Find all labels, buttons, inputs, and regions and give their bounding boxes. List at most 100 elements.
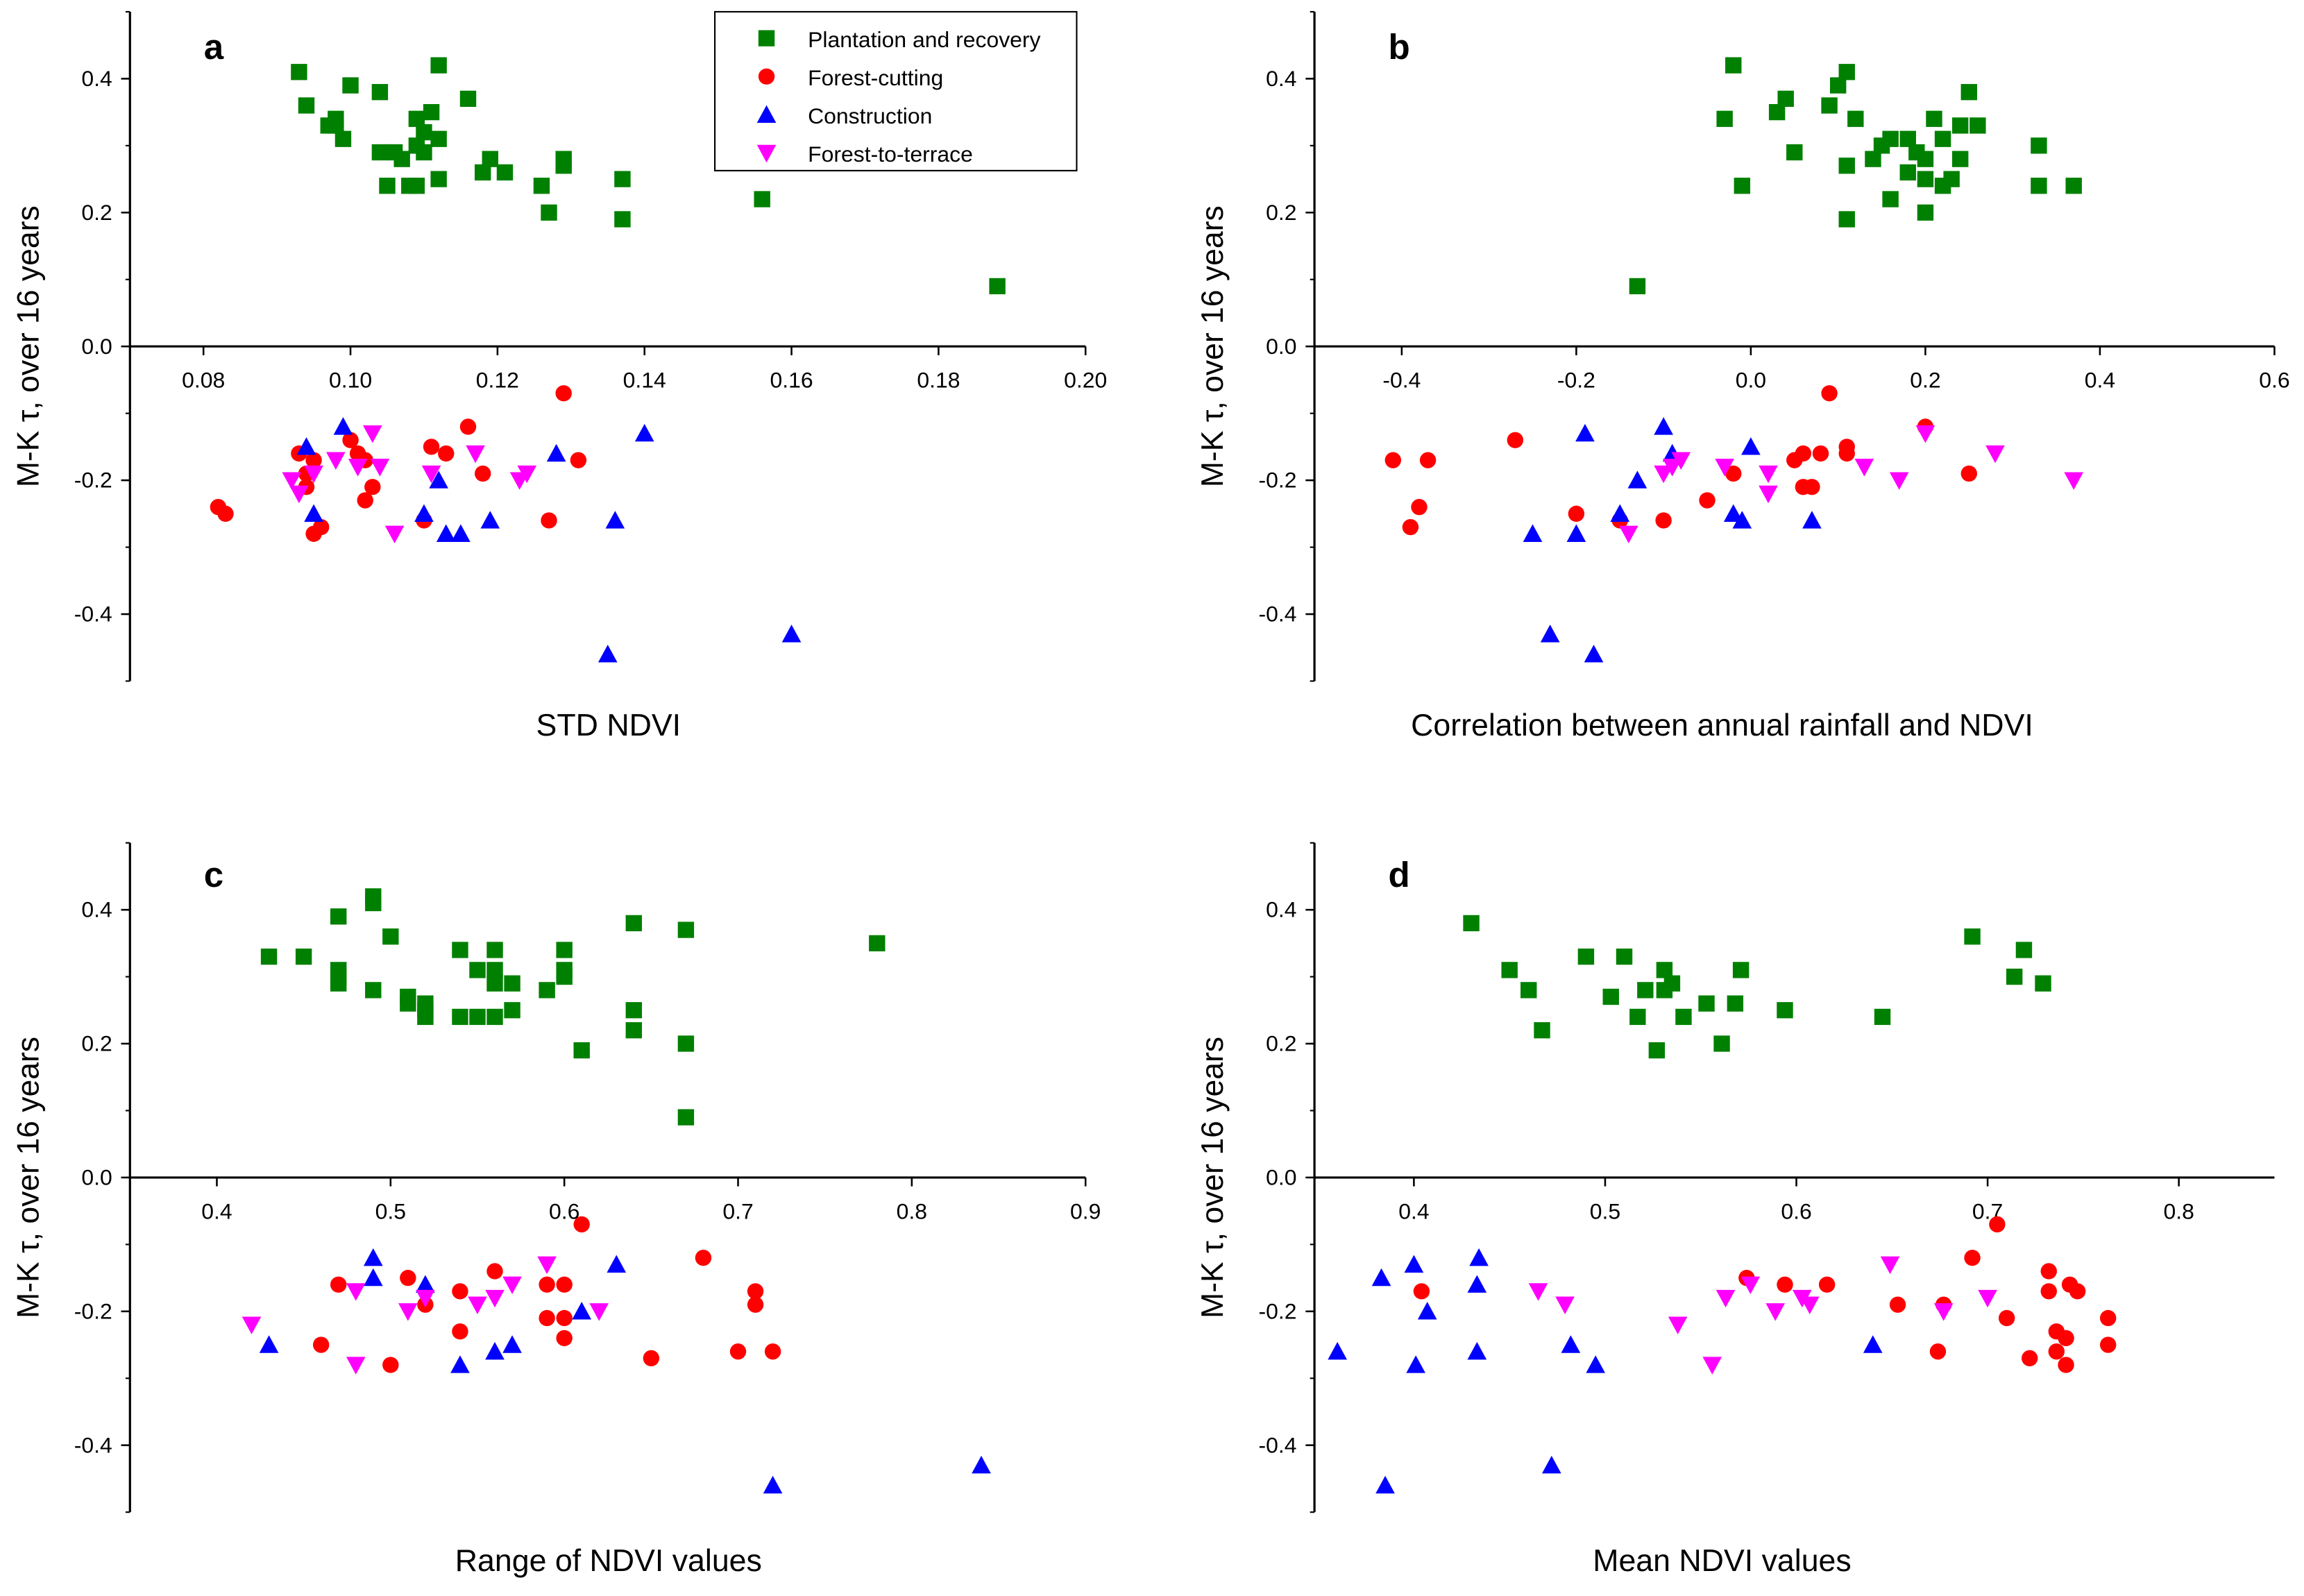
data-point: [326, 452, 346, 470]
data-point: [259, 1335, 279, 1353]
data-point: [364, 479, 381, 495]
panel-c: 0.4 0.2 0.0 -0.2 -0.4 0.4 0.5 0.6 0.7 0.8 0.9 c Rang…: [11, 842, 1101, 1578]
data-point: [2040, 1283, 2057, 1300]
data-point: [371, 144, 389, 161]
series-forest-cutting: [312, 1216, 781, 1373]
data-point: [1577, 948, 1595, 965]
data-point: [556, 1276, 573, 1293]
data-point: [1467, 1341, 1487, 1360]
data-point: [423, 103, 440, 121]
x-tick-label: 0.8: [2163, 1198, 2194, 1223]
data-point: [1586, 1355, 1606, 1373]
data-point: [556, 942, 573, 958]
x-tick-label: 0.4: [201, 1198, 232, 1223]
y-tick-label: 0.0: [81, 1165, 112, 1190]
data-point: [1985, 445, 2005, 464]
data-point: [474, 164, 491, 181]
data-point: [1675, 1008, 1692, 1026]
data-point: [989, 278, 1006, 295]
legend-marker-4: [756, 144, 777, 163]
data-point: [1715, 459, 1734, 477]
data-point: [1725, 465, 1742, 482]
data-point: [298, 97, 315, 114]
data-point: [334, 130, 352, 147]
data-point: [1998, 1309, 2015, 1327]
data-point: [1821, 97, 1838, 114]
data-point: [695, 1249, 712, 1266]
x-tick-label: 0.12: [476, 368, 519, 393]
data-point: [1406, 1355, 1425, 1373]
data-point: [1727, 995, 1744, 1012]
data-point: [2015, 942, 2033, 958]
x-tick-label: -0.4: [1382, 368, 1421, 393]
legend: Plantation and recovery Forest-cutting C…: [713, 10, 1078, 171]
data-point: [393, 151, 410, 167]
data-point: [677, 1109, 695, 1126]
y-tick-label: -0.4: [1259, 1432, 1297, 1457]
data-point: [1926, 110, 1942, 127]
data-point: [869, 935, 886, 951]
data-point: [382, 1357, 399, 1373]
data-point: [625, 915, 643, 932]
data-point: [459, 418, 477, 435]
series-forest-to-terrace: [1618, 425, 2084, 544]
data-point: [763, 1475, 783, 1494]
data-point: [1627, 470, 1647, 489]
x-axis-title: Mean NDVI values: [1593, 1544, 1852, 1578]
x-tick-label: 0.6: [2259, 368, 2289, 393]
data-point: [1328, 1341, 1348, 1360]
x-tick-label: 0.7: [722, 1198, 753, 1223]
data-point: [1375, 1475, 1395, 1494]
data-point: [474, 465, 491, 482]
legend-label-forest-cutting: Forest-cutting: [808, 65, 943, 90]
data-point: [452, 1323, 468, 1340]
data-point: [1759, 465, 1778, 484]
data-point: [572, 1302, 592, 1320]
data-point: [414, 504, 434, 523]
panel-letter: d: [1389, 855, 1410, 894]
series-forest-cutting: [1413, 1216, 2117, 1373]
data-point: [365, 982, 382, 999]
data-point: [1970, 117, 1986, 134]
data-point: [469, 962, 486, 978]
data-point: [1663, 975, 1681, 992]
data-point: [452, 1283, 468, 1300]
x-tick-label: 0.5: [375, 1198, 406, 1223]
data-point: [1838, 445, 1855, 462]
data-point: [2099, 1309, 2117, 1327]
data-point: [333, 417, 353, 435]
legend-label-plantation: Plantation and recovery: [808, 27, 1040, 52]
x-tick-label: 0.8: [897, 1198, 927, 1223]
data-point: [486, 942, 503, 958]
data-point: [598, 645, 618, 663]
data-point: [1469, 1248, 1489, 1266]
data-point: [2040, 1263, 2057, 1280]
legend-label-construction: Construction: [808, 103, 932, 128]
data-point: [346, 1357, 366, 1375]
data-point: [1777, 90, 1794, 108]
data-point: [2048, 1343, 2065, 1360]
data-point: [764, 1343, 781, 1360]
y-tick-label: 0.4: [81, 66, 112, 91]
data-point: [416, 1289, 435, 1308]
data-point: [1702, 1357, 1722, 1375]
data-point: [605, 511, 625, 529]
data-point: [1404, 1255, 1424, 1273]
data-point: [1371, 1268, 1391, 1287]
y-axis-title: M-K τ, over 16 years: [1196, 1037, 1230, 1318]
data-point: [217, 505, 234, 523]
data-point: [330, 1276, 347, 1293]
series-forest-to-terrace: [242, 1256, 609, 1375]
x-tick-label: 0.18: [917, 368, 960, 393]
panel-b: 0.4 0.2 0.0 -0.2 -0.4 -0.4 -0.2 0.0 0.2 0.4 0.6 b Co…: [1196, 10, 2290, 742]
data-point: [573, 1216, 590, 1233]
data-point: [398, 1303, 418, 1321]
data-point: [1555, 1296, 1575, 1314]
data-point: [634, 423, 654, 442]
data-point: [1978, 1289, 1997, 1308]
data-point: [1561, 1335, 1581, 1353]
data-point: [1829, 77, 1847, 94]
y-tick-label: 0.2: [81, 1031, 112, 1056]
data-point: [436, 524, 456, 542]
data-point: [416, 144, 432, 161]
